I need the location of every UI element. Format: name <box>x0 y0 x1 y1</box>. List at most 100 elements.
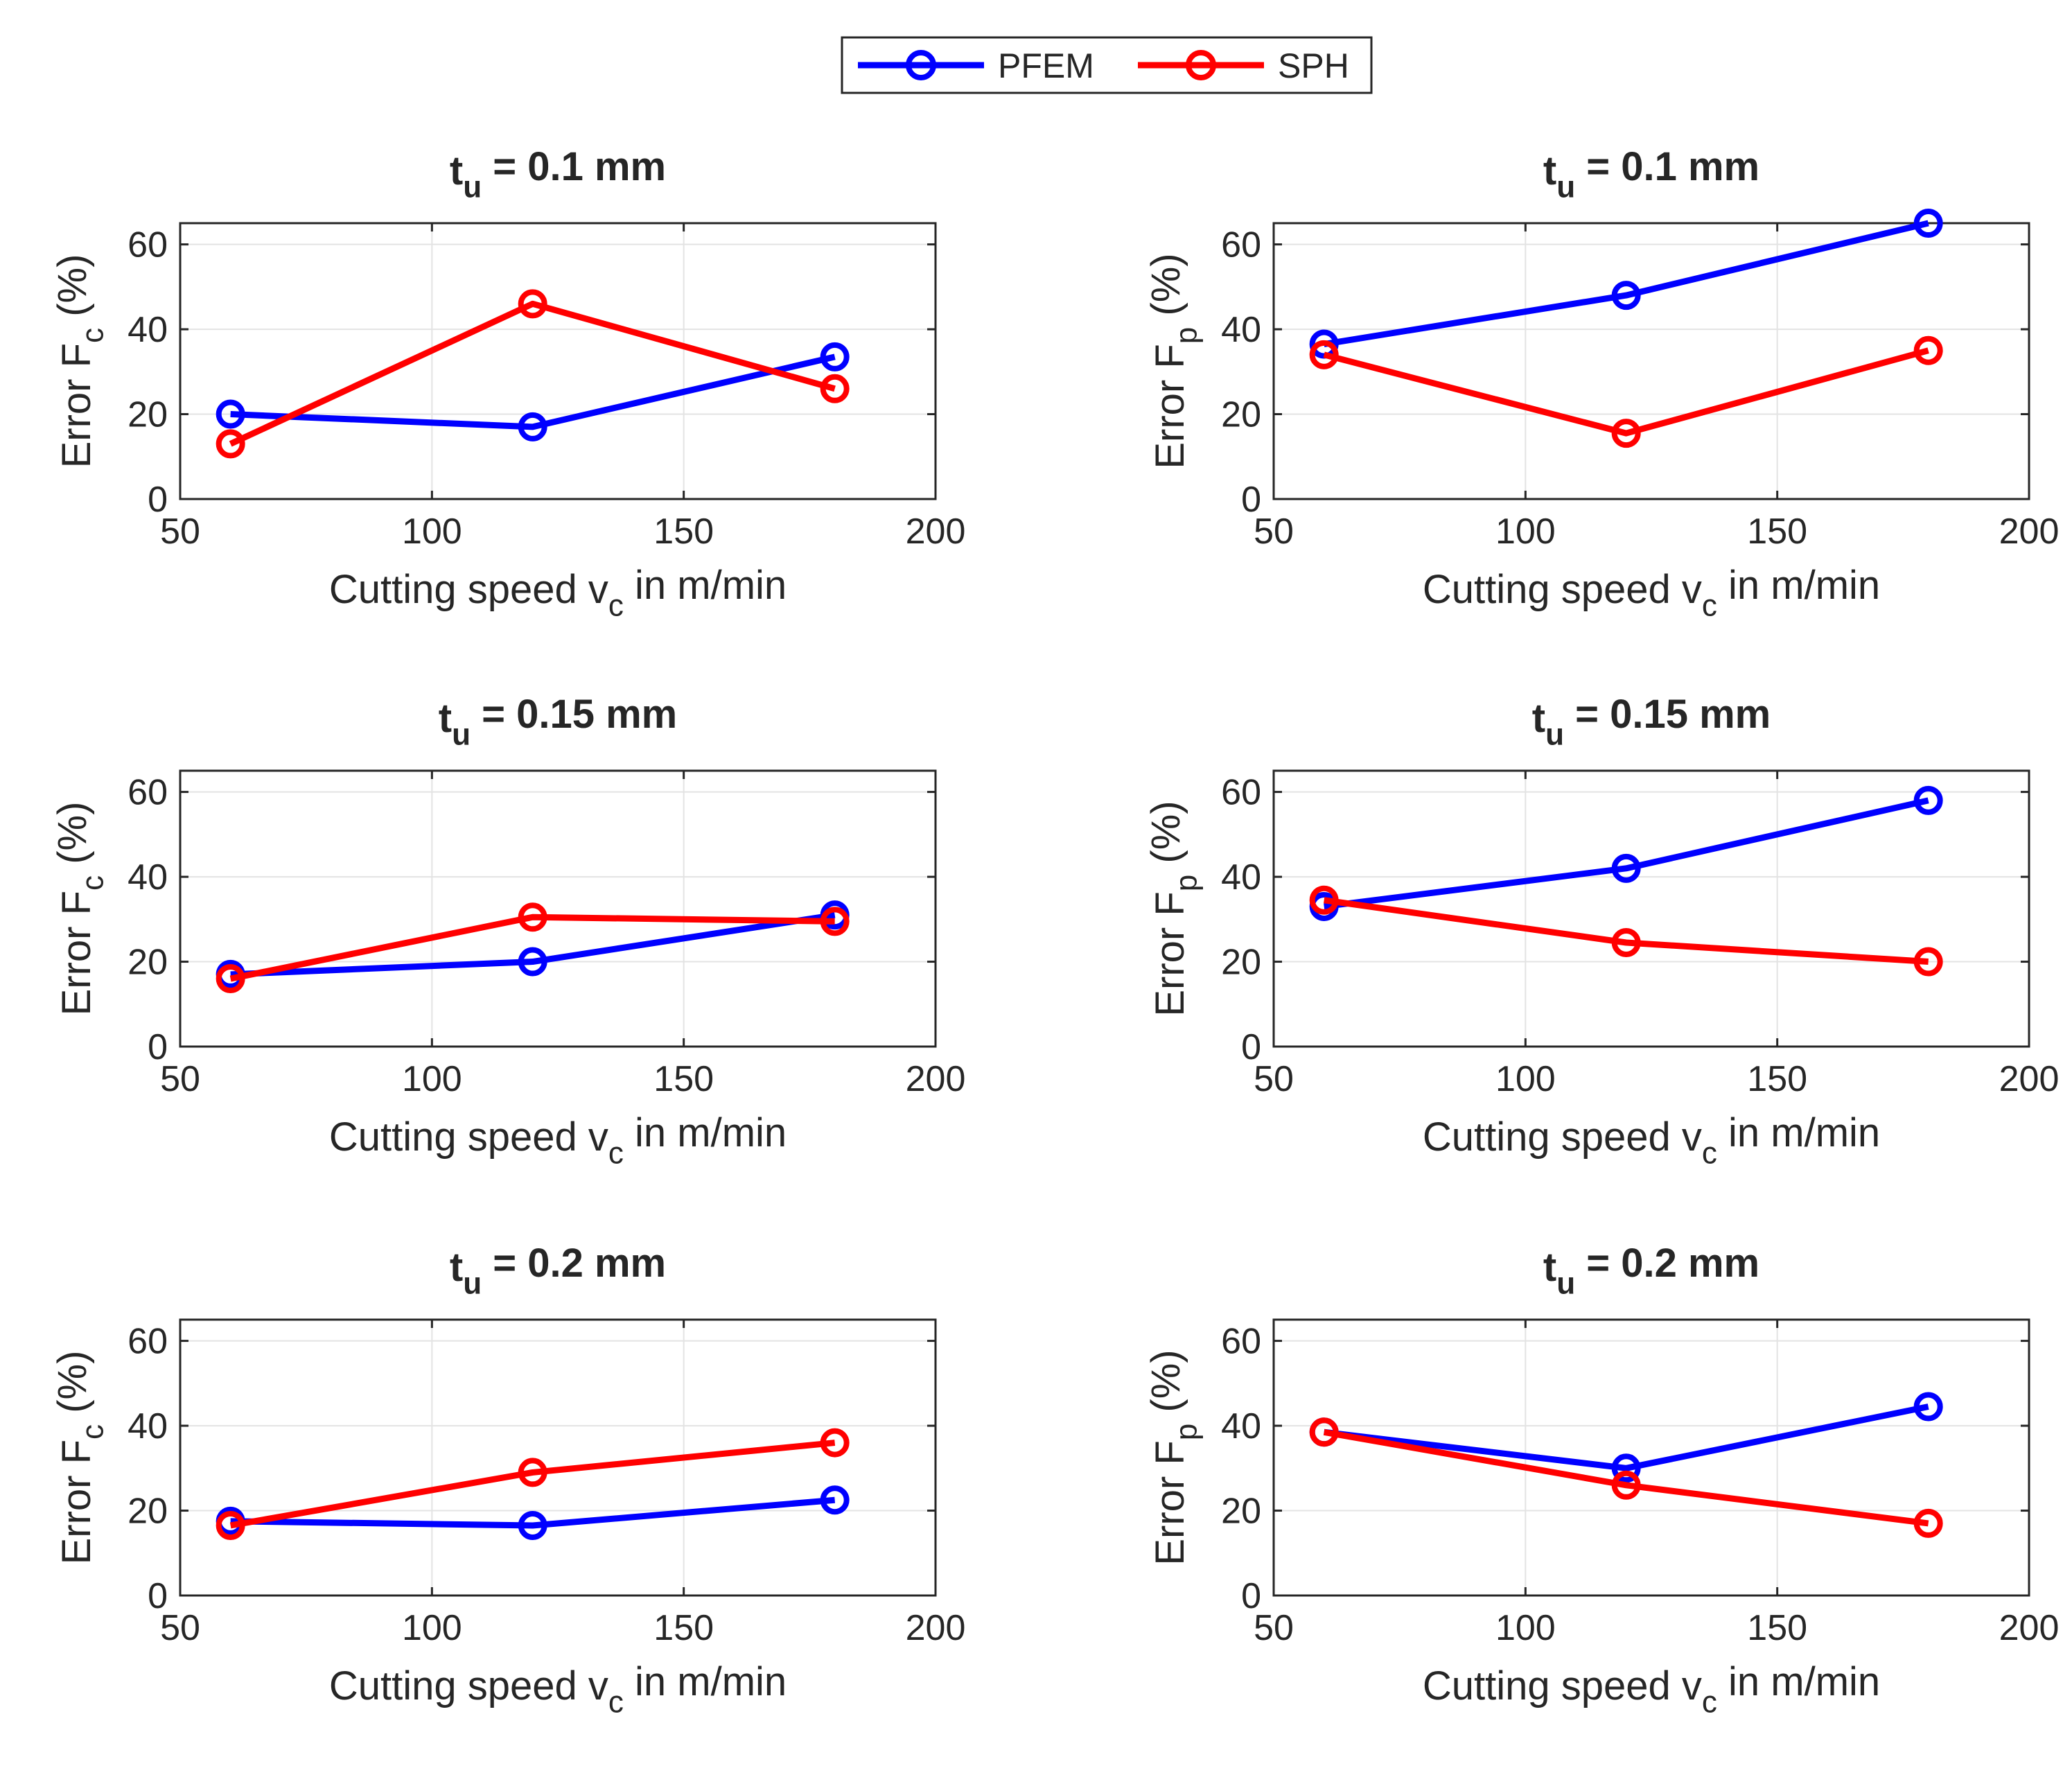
y-tick-label: 40 <box>128 1406 168 1446</box>
y-axis-label: Error Fc (%) <box>50 802 109 1016</box>
series-line-pfem <box>230 911 836 978</box>
x-tick-label: 100 <box>402 1059 462 1099</box>
series-line-sph <box>229 1440 836 1529</box>
y-axis-label-rest: (%) <box>1143 253 1188 326</box>
data-point-sph <box>216 1510 245 1540</box>
legend-entry-pfem: PFEM <box>858 46 1094 85</box>
subplot-title: tu = 0.15 mm <box>1532 692 1771 751</box>
x-tick-label: 100 <box>402 512 462 552</box>
x-axis-label: Cutting speed vc in m/min <box>1423 1659 1880 1719</box>
y-axis-label: Error Fc (%) <box>50 254 109 469</box>
data-point-pfem <box>518 1510 547 1540</box>
x-tick-label: 200 <box>1999 512 2060 552</box>
x-tick-label: 150 <box>653 1608 714 1648</box>
x-axis-label-main: Cutting speed v <box>1423 567 1702 612</box>
axes-box <box>179 222 937 500</box>
y-tick-label: 60 <box>1221 225 1261 265</box>
data-point-sph <box>1611 927 1641 957</box>
series-line-sph <box>1324 897 1929 965</box>
x-axis-label-main: Cutting speed v <box>1423 1114 1702 1160</box>
axes-box <box>1272 1318 2030 1597</box>
y-tick-label: 0 <box>148 1027 168 1067</box>
axes-box <box>179 1318 937 1597</box>
y-axis-label-rest: (%) <box>50 254 95 328</box>
data-point-sph <box>518 289 547 319</box>
subplot-1: 50 100 150 200 0 20 40 60 tu = 0.1 mm Cutting spe… <box>50 144 965 622</box>
data-point-pfem <box>1611 1453 1641 1483</box>
x-tick-label: 50 <box>1254 1059 1294 1099</box>
data-point-sph <box>1309 340 1339 369</box>
x-axis-label-subscript: c <box>608 1137 624 1171</box>
y-axis-label-rest: (%) <box>50 802 95 875</box>
x-tick-label: 200 <box>1999 1608 2060 1648</box>
legend-label-sph: SPH <box>1278 46 1349 85</box>
data-point-pfem <box>820 1485 850 1515</box>
series-line-sph <box>229 913 835 982</box>
data-point-sph <box>820 1428 850 1458</box>
data-point-pfem <box>518 947 547 977</box>
data-point-pfem <box>1611 281 1641 311</box>
subplot-title: tu = 0.2 mm <box>1543 1241 1759 1300</box>
x-tick-label: 150 <box>1747 1608 1807 1648</box>
x-tick-label: 50 <box>160 1059 200 1099</box>
x-axis-label-rest: in m/min <box>624 563 787 608</box>
data-point-sph <box>1913 947 1943 977</box>
data-point-sph <box>216 429 245 459</box>
series-line-pfem <box>230 353 836 430</box>
x-axis-label-subscript: c <box>1702 589 1717 623</box>
legend-entry-sph: SPH <box>1138 46 1349 85</box>
x-axis-label-subscript: c <box>608 1686 624 1720</box>
plot-area <box>180 1320 936 1595</box>
series-line-sph <box>229 300 836 447</box>
x-axis-label: Cutting speed vc in m/min <box>1423 563 1880 622</box>
y-tick-label: 0 <box>1241 1027 1261 1067</box>
legend: PFEM SPH <box>841 36 1373 94</box>
y-tick-label: 40 <box>1221 857 1261 898</box>
legend-marker-pfem <box>906 50 936 80</box>
subplot-title-rest: = 0.1 mm <box>482 144 666 189</box>
data-point-pfem <box>216 399 245 429</box>
x-tick-label: 200 <box>906 1059 966 1099</box>
subplot-3: 50 100 150 200 0 20 40 60 tu = 0.15 mm Cutting sp… <box>50 692 965 1170</box>
x-axis-label-rest: in m/min <box>1717 1659 1880 1704</box>
y-tick-label: 60 <box>128 1322 168 1362</box>
legend-marker-sph <box>1186 50 1216 80</box>
x-tick-label: 200 <box>1999 1059 2060 1099</box>
y-tick-label: 20 <box>1221 395 1261 435</box>
axes-box <box>179 769 937 1048</box>
x-tick-label: 100 <box>1495 1059 1556 1099</box>
y-axis-label-subscript: p <box>1170 875 1204 892</box>
data-point-pfem <box>1913 785 1943 815</box>
y-tick-label: 20 <box>128 1492 168 1532</box>
y-axis-label-subscript: c <box>76 875 110 891</box>
subplot-title: tu = 0.15 mm <box>439 692 678 751</box>
y-tick-label: 0 <box>148 1576 168 1616</box>
data-point-sph <box>1913 335 1943 365</box>
x-tick-label: 50 <box>1254 1608 1294 1648</box>
y-axis-label-subscript: p <box>1170 1424 1204 1441</box>
y-axis-label: Error Fp (%) <box>1143 801 1203 1016</box>
y-axis-label-main: Error F <box>54 891 99 1015</box>
plot-area <box>1274 1320 2029 1595</box>
y-tick-label: 60 <box>1221 773 1261 813</box>
x-axis-label-subscript: c <box>1702 1137 1717 1171</box>
data-point-sph <box>518 902 547 932</box>
series-line-pfem <box>230 1496 836 1529</box>
subplot-title-subscript: u <box>452 718 471 752</box>
x-axis-label-main: Cutting speed v <box>1423 1663 1702 1708</box>
subplot-title-subscript: u <box>463 1267 482 1301</box>
data-point-sph <box>820 907 850 936</box>
y-axis-label-subscript: c <box>76 1424 110 1440</box>
y-axis-label-main: Error F <box>54 343 99 468</box>
subplot-title-rest: = 0.15 mm <box>1564 692 1771 737</box>
data-point-sph <box>518 1458 547 1487</box>
series-line-sph <box>1323 1428 1929 1527</box>
x-tick-label: 50 <box>160 1608 200 1648</box>
x-axis-label-rest: in m/min <box>624 1110 787 1155</box>
y-axis-label-main: Error F <box>54 1440 99 1564</box>
y-axis-label-rest: (%) <box>1143 1349 1188 1423</box>
x-tick-label: 50 <box>1254 512 1294 552</box>
y-tick-label: 0 <box>148 480 168 520</box>
data-point-pfem <box>1913 209 1943 238</box>
